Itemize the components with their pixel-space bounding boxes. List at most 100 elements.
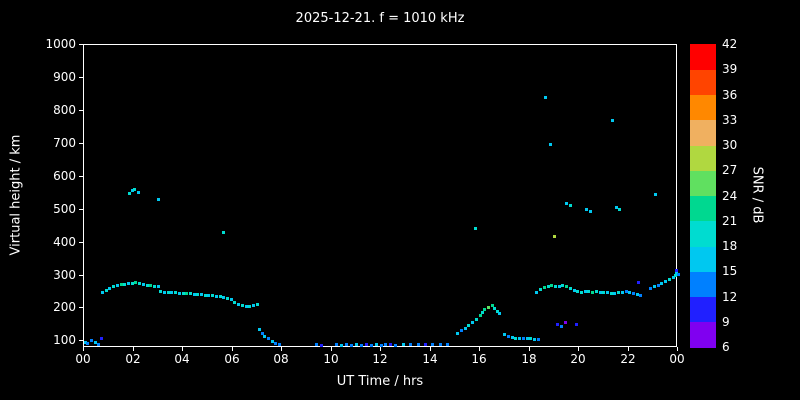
data-point <box>222 231 225 234</box>
data-point <box>157 198 160 201</box>
data-point <box>547 285 550 288</box>
data-point <box>131 189 134 192</box>
x-tick <box>578 347 579 351</box>
plot-area <box>83 44 680 347</box>
data-point <box>248 305 251 308</box>
data-point <box>569 204 572 207</box>
x-tick-label: 02 <box>125 352 141 366</box>
data-point <box>606 291 609 294</box>
x-tick-label: 04 <box>174 352 190 366</box>
data-point <box>526 337 529 340</box>
data-point <box>340 344 343 347</box>
data-point <box>664 280 667 283</box>
data-point <box>460 329 463 332</box>
x-tick <box>479 347 480 351</box>
colorbar-tick-label: 12 <box>722 290 738 304</box>
data-point <box>573 289 576 292</box>
data-point <box>355 343 358 346</box>
y-tick-label: 100 <box>53 333 76 347</box>
data-point <box>105 289 108 292</box>
y-tick-label: 600 <box>53 169 76 183</box>
data-point <box>491 304 494 307</box>
data-point <box>483 308 486 311</box>
data-point <box>245 305 248 308</box>
colorbar-band <box>690 145 716 171</box>
colorbar-tick-label: 21 <box>722 214 738 228</box>
colorbar-band <box>690 44 716 70</box>
colorbar-tick-label: 15 <box>722 264 738 278</box>
data-point <box>628 291 631 294</box>
colorbar-band <box>690 296 716 323</box>
data-point <box>615 206 618 209</box>
x-tick-label: 12 <box>372 352 388 366</box>
x-tick-label: 22 <box>620 352 636 366</box>
y-tick <box>79 143 83 144</box>
data-point <box>550 284 553 287</box>
x-tick-label: 14 <box>422 352 438 366</box>
data-point <box>446 343 449 346</box>
data-point <box>233 301 236 304</box>
data-point <box>185 292 188 295</box>
x-tick-label: 20 <box>570 352 586 366</box>
data-point <box>479 314 482 317</box>
data-point <box>219 295 222 298</box>
data-point <box>613 292 616 295</box>
data-point <box>561 284 564 287</box>
data-point <box>271 340 274 343</box>
data-point <box>163 291 166 294</box>
y-tick <box>79 209 83 210</box>
x-tick-label: 10 <box>323 352 339 366</box>
colorbar-label: SNR / dB <box>749 166 765 224</box>
y-tick <box>79 176 83 177</box>
data-point <box>226 297 229 300</box>
data-point <box>123 283 126 286</box>
data-point <box>94 341 97 344</box>
data-point <box>274 342 277 345</box>
colorbar <box>690 44 716 348</box>
x-tick-label: 16 <box>471 352 487 366</box>
data-point <box>86 342 89 345</box>
data-point <box>215 295 218 298</box>
colorbar-tick-label: 18 <box>722 239 738 253</box>
data-point <box>134 281 137 284</box>
data-point <box>556 323 559 326</box>
data-point <box>585 208 588 211</box>
data-point <box>424 343 427 346</box>
data-point <box>493 307 496 310</box>
data-point <box>535 291 538 294</box>
data-point <box>146 284 149 287</box>
data-point <box>637 281 640 284</box>
data-point <box>207 294 210 297</box>
data-point <box>189 292 192 295</box>
colorbar-tick-label: 6 <box>722 340 730 354</box>
data-point <box>439 343 442 346</box>
data-point <box>675 269 678 272</box>
data-point <box>611 119 614 122</box>
data-point <box>456 332 459 335</box>
data-point <box>639 294 642 297</box>
data-point <box>558 285 561 288</box>
colorbar-tick-label: 30 <box>722 138 738 152</box>
data-point <box>237 303 240 306</box>
data-point <box>84 341 87 344</box>
data-point <box>554 285 557 288</box>
data-point <box>496 310 499 313</box>
y-tick-label: 200 <box>53 300 76 314</box>
data-point <box>537 338 540 341</box>
data-point <box>636 293 639 296</box>
data-point <box>101 291 104 294</box>
data-point <box>138 282 141 285</box>
data-point <box>137 191 140 194</box>
colorbar-band <box>690 170 716 196</box>
y-tick-label: 1000 <box>45 37 76 51</box>
data-point <box>170 291 173 294</box>
x-tick <box>133 347 134 351</box>
x-tick <box>182 347 183 351</box>
data-point <box>153 285 156 288</box>
colorbar-tick-label: 42 <box>722 37 738 51</box>
data-point <box>157 285 160 288</box>
data-point <box>617 291 620 294</box>
colorbar-band <box>690 220 716 247</box>
data-point <box>365 343 368 346</box>
data-point <box>278 343 281 346</box>
